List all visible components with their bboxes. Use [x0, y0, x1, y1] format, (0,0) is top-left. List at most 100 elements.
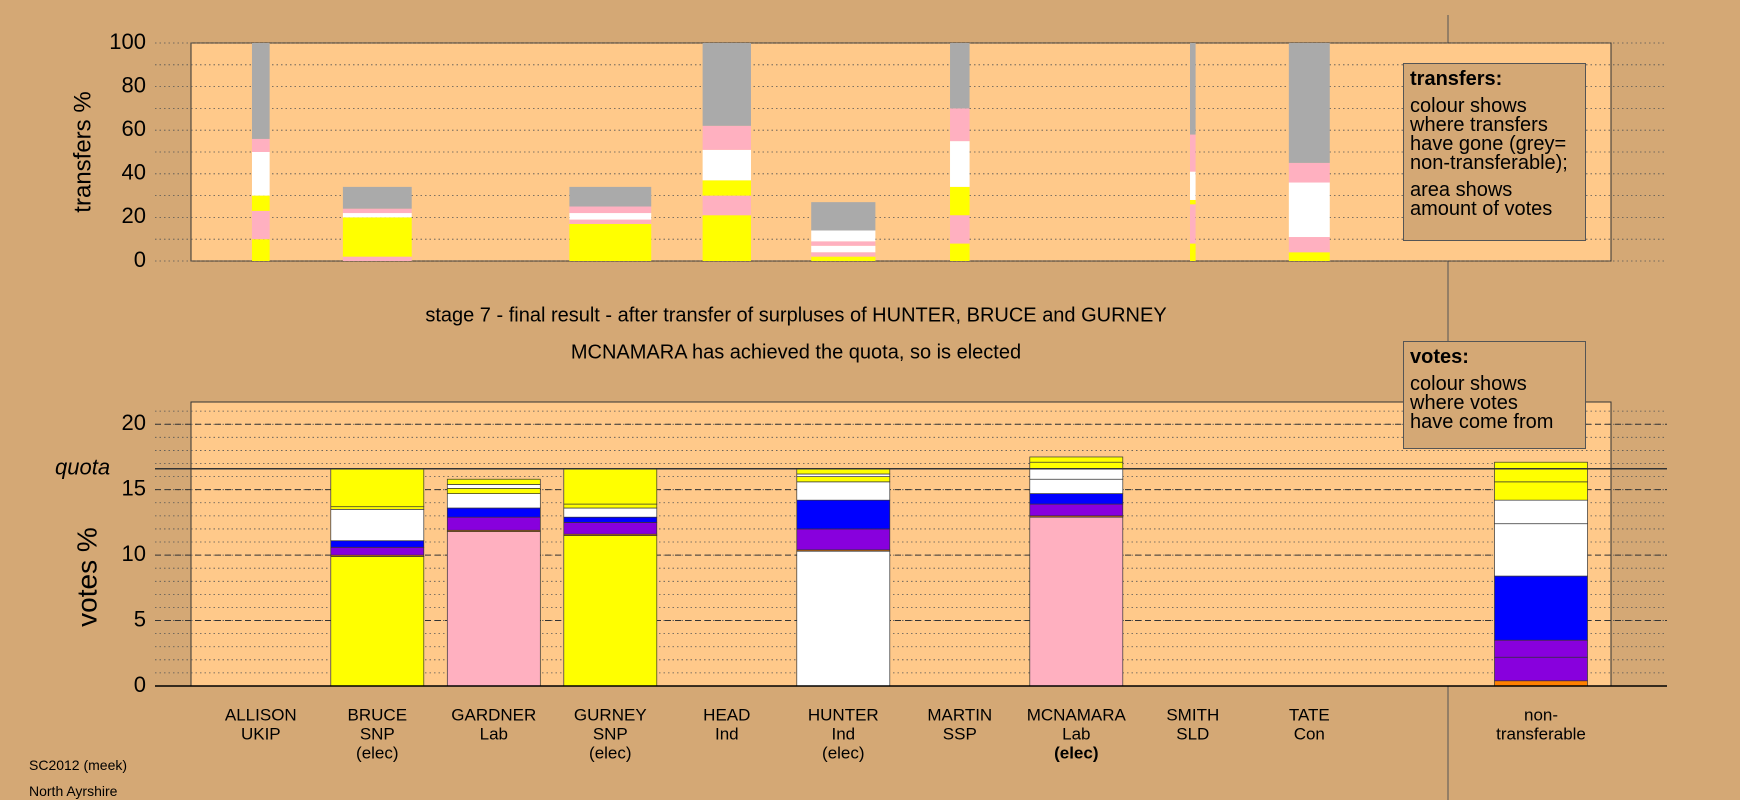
- bar-segment: [702, 195, 751, 216]
- bar-segment: [811, 230, 876, 242]
- x-tick-label: Ind: [715, 724, 739, 743]
- bar-segment: [1288, 162, 1330, 183]
- bar-segment: [1029, 516, 1124, 687]
- bar-segment: [950, 43, 970, 109]
- plot-area: [190, 42, 1612, 262]
- y-axis-label: votes %: [71, 527, 102, 627]
- plot-area: [190, 401, 1612, 687]
- bar-segment: [1190, 243, 1196, 261]
- x-tick-label: Lab: [1062, 724, 1090, 743]
- x-tick-label: HEAD: [703, 705, 750, 724]
- bar-segment: [1494, 575, 1588, 641]
- y-tick-label: 100: [109, 29, 146, 54]
- bar-segment: [702, 149, 751, 181]
- box-paragraph: area shows amount of votes: [1410, 179, 1579, 219]
- x-tick-label: SNP: [360, 724, 395, 743]
- bar-segment: [811, 256, 876, 261]
- bar-segment: [1029, 468, 1124, 480]
- votes-legend-box: votes: colour shows where votes have come f…: [1403, 341, 1586, 449]
- bar-segment: [796, 499, 891, 530]
- y-axis-label: transfers %: [69, 91, 96, 212]
- x-tick-label: TATE: [1289, 705, 1330, 724]
- bar-segment: [446, 507, 541, 518]
- bar-segment: [811, 202, 876, 231]
- x-tick-label: (elec): [589, 743, 632, 762]
- bar-segment: [796, 481, 891, 501]
- y-tick-label: 0: [134, 672, 146, 697]
- bar-segment: [1029, 503, 1124, 517]
- bar-segment: [446, 516, 541, 531]
- bar-segment: [569, 186, 652, 207]
- bar-segment: [330, 540, 425, 548]
- box-title: votes:: [1410, 346, 1469, 368]
- x-tick-label: Con: [1294, 724, 1325, 743]
- bar-segment: [330, 556, 425, 687]
- box-line: area shows: [1410, 179, 1513, 201]
- bar-segment: [1494, 656, 1588, 682]
- bar-segment: [1288, 252, 1330, 261]
- x-tick-label: SNP: [593, 724, 628, 743]
- bar-segment: [563, 503, 658, 509]
- bar-segment: [251, 195, 270, 211]
- box-line: where votes: [1410, 392, 1518, 414]
- bar-segment: [950, 186, 970, 216]
- x-tick-label: ALLISON: [225, 705, 297, 724]
- bar-segment: [1288, 237, 1330, 253]
- bar-segment: [563, 468, 658, 505]
- x-tick-label: GARDNER: [451, 705, 536, 724]
- footer-line: SC2012 (meek): [29, 757, 128, 773]
- x-tick-label: non-: [1524, 705, 1558, 724]
- box-line: colour shows: [1410, 95, 1527, 117]
- x-tick-label: Ind: [831, 724, 855, 743]
- x-tick-label: SLD: [1176, 724, 1209, 743]
- bar-segment: [569, 213, 652, 220]
- bar-segment: [1190, 171, 1196, 200]
- x-tick-label: SMITH: [1166, 705, 1219, 724]
- bar-segment: [330, 468, 425, 508]
- bar-segment: [563, 522, 658, 535]
- x-tick-label: GURNEY: [574, 705, 647, 724]
- bar-segment: [1288, 43, 1330, 163]
- bar-segment: [446, 493, 541, 509]
- bar-segment: [702, 180, 751, 196]
- bar-segment: [1190, 199, 1196, 205]
- y-tick-label: 15: [122, 475, 146, 500]
- quota-label: quota: [55, 455, 110, 480]
- x-tick-label: MCNAMARA: [1027, 705, 1127, 724]
- x-tick-label: (elec): [822, 743, 865, 762]
- bar-segment: [1494, 639, 1588, 658]
- bar-segment: [446, 478, 541, 485]
- bar-segment: [446, 531, 541, 687]
- bar-segment: [811, 241, 876, 246]
- bar-segment: [446, 488, 541, 494]
- y-tick-label: 10: [122, 541, 146, 566]
- x-tick-label: (elec): [356, 743, 399, 762]
- bar-segment: [1288, 182, 1330, 238]
- bar-segment: [811, 252, 876, 257]
- footer-line: North Ayrshire: [29, 783, 118, 799]
- bar-segment: [563, 535, 658, 687]
- x-tick-label: BRUCE: [348, 705, 408, 724]
- box-paragraph: colour shows where votes have come from: [1410, 374, 1579, 432]
- x-tick-label: MARTIN: [927, 705, 992, 724]
- bar-segment: [330, 546, 425, 556]
- bar-segment: [251, 152, 270, 196]
- box-paragraph: colour shows where transfers have gone (gr…: [1410, 95, 1579, 174]
- bar-segment: [811, 245, 876, 253]
- bar-segment: [950, 243, 970, 261]
- bar-segment: [1190, 134, 1196, 172]
- bar-segment: [569, 223, 652, 261]
- bar-segment: [1494, 461, 1588, 483]
- bar-segment: [342, 213, 412, 218]
- chart-title: MCNAMARA has achieved the quota, so is e…: [571, 341, 1021, 363]
- bar-segment: [702, 125, 751, 150]
- bar-segment: [569, 206, 652, 214]
- bar-segment: [796, 468, 891, 475]
- bar-segment: [796, 550, 891, 687]
- bar-segment: [342, 186, 412, 209]
- box-line: non-transferable);: [1410, 152, 1568, 174]
- y-tick-label: 5: [134, 606, 146, 631]
- bar-segment: [796, 528, 891, 551]
